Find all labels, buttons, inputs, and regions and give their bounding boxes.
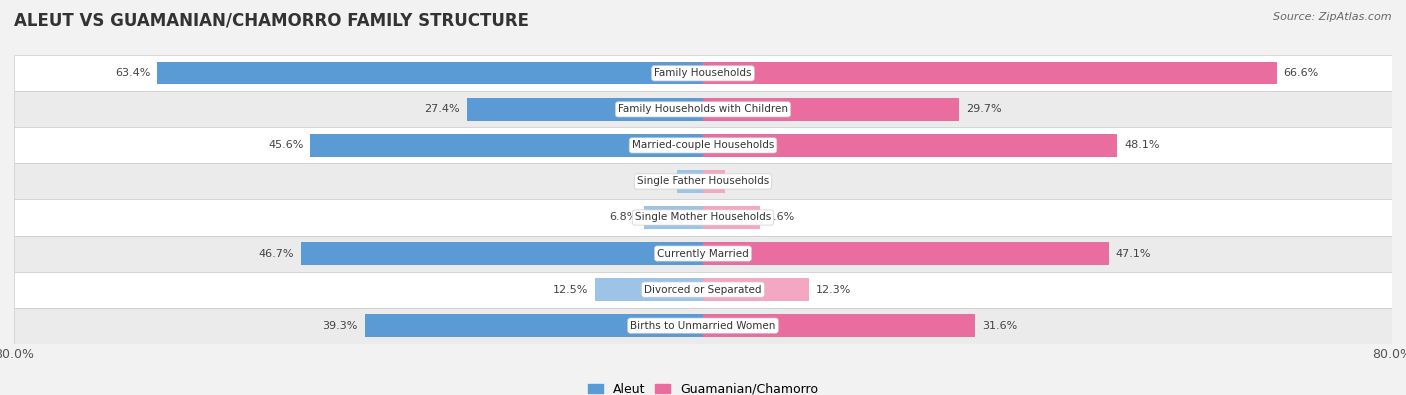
Bar: [14, 235, 1392, 272]
Text: 66.6%: 66.6%: [1284, 68, 1319, 78]
Bar: [14, 55, 1392, 91]
Text: 63.4%: 63.4%: [115, 68, 150, 78]
Text: 12.3%: 12.3%: [815, 284, 851, 295]
Text: 47.1%: 47.1%: [1115, 248, 1152, 259]
Bar: [14, 199, 1392, 235]
Bar: [157, 62, 703, 85]
Text: Currently Married: Currently Married: [657, 248, 749, 259]
Bar: [467, 98, 703, 120]
Bar: [678, 170, 703, 193]
Text: 12.5%: 12.5%: [553, 284, 589, 295]
Bar: [703, 134, 1118, 156]
Text: 48.1%: 48.1%: [1125, 140, 1160, 150]
Text: Family Households with Children: Family Households with Children: [619, 104, 787, 115]
Text: 31.6%: 31.6%: [981, 321, 1018, 331]
Bar: [644, 206, 703, 229]
Bar: [703, 243, 1108, 265]
Text: 45.6%: 45.6%: [269, 140, 304, 150]
Bar: [14, 164, 1392, 199]
Bar: [703, 206, 759, 229]
Text: Source: ZipAtlas.com: Source: ZipAtlas.com: [1274, 12, 1392, 22]
Text: Married-couple Households: Married-couple Households: [631, 140, 775, 150]
Text: Single Mother Households: Single Mother Households: [636, 213, 770, 222]
Bar: [703, 98, 959, 120]
Text: Divorced or Separated: Divorced or Separated: [644, 284, 762, 295]
Bar: [301, 243, 703, 265]
Legend: Aleut, Guamanian/Chamorro: Aleut, Guamanian/Chamorro: [582, 378, 824, 395]
Bar: [311, 134, 703, 156]
Bar: [14, 308, 1392, 344]
Text: 27.4%: 27.4%: [425, 104, 460, 115]
Bar: [703, 170, 725, 193]
Bar: [14, 91, 1392, 128]
Bar: [14, 272, 1392, 308]
Text: Births to Unmarried Women: Births to Unmarried Women: [630, 321, 776, 331]
Text: 29.7%: 29.7%: [966, 104, 1001, 115]
Bar: [364, 314, 703, 337]
Text: 2.6%: 2.6%: [733, 177, 761, 186]
Text: 6.6%: 6.6%: [766, 213, 794, 222]
Text: Family Households: Family Households: [654, 68, 752, 78]
Text: 39.3%: 39.3%: [322, 321, 357, 331]
Text: 46.7%: 46.7%: [259, 248, 294, 259]
Text: 3.0%: 3.0%: [643, 177, 671, 186]
Text: Single Father Households: Single Father Households: [637, 177, 769, 186]
Text: ALEUT VS GUAMANIAN/CHAMORRO FAMILY STRUCTURE: ALEUT VS GUAMANIAN/CHAMORRO FAMILY STRUC…: [14, 12, 529, 30]
Text: 6.8%: 6.8%: [609, 213, 637, 222]
Bar: [703, 314, 976, 337]
Bar: [595, 278, 703, 301]
Bar: [703, 62, 1277, 85]
Bar: [703, 278, 808, 301]
Bar: [14, 128, 1392, 164]
